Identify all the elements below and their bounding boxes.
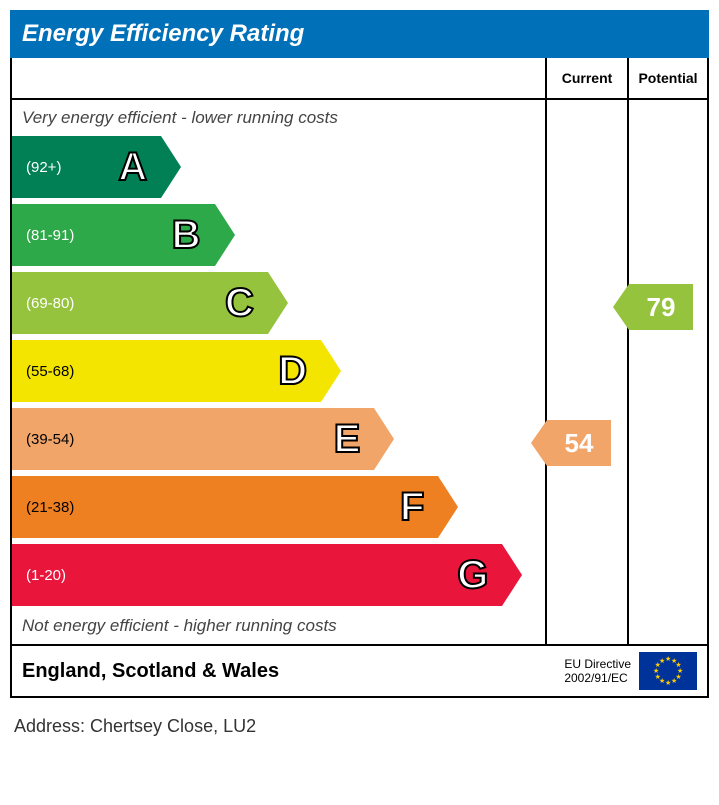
- band-bar: (92+) A: [12, 136, 161, 198]
- band-bar: (39-54) E: [12, 408, 374, 470]
- star-icon: ★: [665, 679, 671, 687]
- current-header: Current: [547, 58, 627, 100]
- potential-header: Potential: [629, 58, 707, 100]
- current-body: 54: [547, 100, 627, 630]
- band-range: (39-54): [12, 431, 74, 448]
- band-b: (81-91) B: [12, 204, 545, 266]
- potential-body: 79: [629, 100, 707, 630]
- star-icon: ★: [659, 657, 665, 665]
- band-d: (55-68) D: [12, 340, 545, 402]
- bottom-efficiency-label: Not energy efficient - higher running co…: [12, 614, 545, 644]
- band-letter: B: [172, 213, 201, 258]
- band-arrow-icon: [215, 204, 235, 266]
- band-letter: F: [400, 485, 424, 530]
- address-label: Address: Chertsey Close, LU2: [10, 698, 709, 755]
- band-letter: G: [457, 553, 488, 598]
- band-arrow-icon: [321, 340, 341, 402]
- directive-line-2: 2002/91/EC: [564, 671, 631, 685]
- band-bar: (81-91) B: [12, 204, 215, 266]
- band-arrow-icon: [374, 408, 394, 470]
- band-g: (1-20) G: [12, 544, 545, 606]
- directive-block: EU Directive 2002/91/EC ★★★★★★★★★★★★: [564, 652, 697, 690]
- current-pointer: 54: [531, 420, 611, 466]
- eu-flag-icon: ★★★★★★★★★★★★: [639, 652, 697, 690]
- directive-line-1: EU Directive: [564, 657, 631, 671]
- chart-title: Energy Efficiency Rating: [10, 10, 709, 58]
- band-arrow-icon: [438, 476, 458, 538]
- band-range: (92+): [12, 159, 61, 176]
- band-letter: C: [225, 281, 254, 326]
- band-bar: (55-68) D: [12, 340, 321, 402]
- pointer-arrow-icon: [531, 420, 547, 466]
- band-range: (69-80): [12, 295, 74, 312]
- region-label: England, Scotland & Wales: [22, 660, 279, 683]
- band-bar: (21-38) F: [12, 476, 438, 538]
- band-range: (55-68): [12, 363, 74, 380]
- band-letter: A: [118, 145, 147, 190]
- bands-section: Very energy efficient - lower running co…: [12, 58, 547, 644]
- pointer-arrow-icon: [613, 284, 629, 330]
- band-arrow-icon: [161, 136, 181, 198]
- band-bar: (69-80) C: [12, 272, 268, 334]
- bands-wrapper: (92+) A (81-91) B (69-80) C (55-68) D (39-54) E (2…: [12, 130, 545, 614]
- band-letter: D: [278, 349, 307, 394]
- value-columns: Current 54 Potential 79: [547, 58, 707, 644]
- bands-header-spacer: [12, 58, 545, 100]
- band-c: (69-80) C: [12, 272, 545, 334]
- chart-body: Very energy efficient - lower running co…: [10, 58, 709, 646]
- current-value: 54: [547, 420, 611, 466]
- band-arrow-icon: [268, 272, 288, 334]
- potential-column: Potential 79: [627, 58, 707, 644]
- epc-chart: Energy Efficiency Rating Very energy eff…: [10, 10, 709, 755]
- band-range: (1-20): [12, 567, 66, 584]
- directive-text: EU Directive 2002/91/EC: [564, 657, 631, 686]
- star-icon: ★: [671, 677, 677, 685]
- footer-row: England, Scotland & Wales EU Directive 2…: [10, 644, 709, 698]
- top-efficiency-label: Very energy efficient - lower running co…: [12, 100, 545, 130]
- band-a: (92+) A: [12, 136, 545, 198]
- band-f: (21-38) F: [12, 476, 545, 538]
- band-e: (39-54) E: [12, 408, 545, 470]
- band-letter: E: [334, 417, 361, 462]
- band-bar: (1-20) G: [12, 544, 502, 606]
- band-range: (81-91): [12, 227, 74, 244]
- potential-value: 79: [629, 284, 693, 330]
- potential-pointer: 79: [613, 284, 693, 330]
- band-arrow-icon: [502, 544, 522, 606]
- band-range: (21-38): [12, 499, 74, 516]
- current-column: Current 54: [547, 58, 627, 644]
